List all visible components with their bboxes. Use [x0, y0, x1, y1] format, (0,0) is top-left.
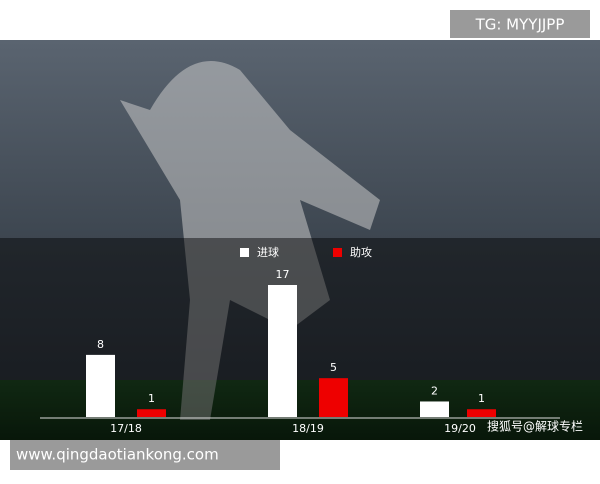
- bar: [467, 409, 496, 417]
- data-label: 17: [276, 268, 290, 281]
- data-label: 1: [478, 392, 485, 405]
- watermark-box: [450, 10, 590, 38]
- data-label: 5: [330, 361, 337, 374]
- data-label: 8: [97, 338, 104, 351]
- legend-swatch: [240, 248, 249, 257]
- data-label: 1: [148, 392, 155, 405]
- website-box: [10, 440, 280, 470]
- bar: [319, 378, 348, 417]
- legend-label: 进球: [257, 245, 279, 259]
- x-tick-label: 19/20: [444, 422, 476, 435]
- bar: [86, 354, 115, 417]
- legend-label: 助攻: [350, 245, 372, 259]
- chart: 进球 助攻 17/18 8 1 18/19 17 5 19/20 2 1: [40, 245, 560, 435]
- bar: [137, 409, 166, 417]
- legend-swatch: [333, 248, 342, 257]
- website: www.qingdaotiankong.com: [16, 446, 219, 464]
- watermark: TG: MYYJJPP: [475, 16, 565, 34]
- bar: [268, 285, 297, 417]
- data-label: 2: [431, 384, 438, 397]
- bar: [420, 401, 449, 417]
- x-tick-label: 17/18: [110, 422, 142, 435]
- source: 搜狐号@解球专栏: [487, 419, 583, 434]
- player-silhouette: [120, 61, 380, 420]
- x-tick-label: 18/19: [292, 422, 324, 435]
